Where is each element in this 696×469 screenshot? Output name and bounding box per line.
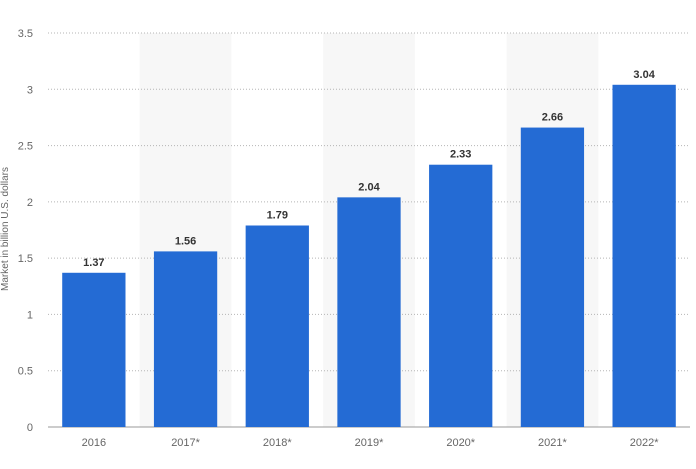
bar-value-label: 2.66 [542,112,563,124]
bar-value-label: 1.56 [175,235,196,247]
x-tick-label: 2016 [82,437,106,449]
x-tick-label: 2020* [446,437,475,449]
x-tick-label: 2018* [263,437,292,449]
bar [337,197,401,427]
x-tick-label: 2017* [171,437,200,449]
x-axis-tick-labels: 2016 2017* 2018* 2019* 2020* 2021* 2022* [82,437,660,449]
bars [62,84,676,428]
y-axis-title: Market in billion U.S. dollars [0,167,11,291]
bar [62,272,126,427]
x-tick-label: 2021* [538,437,567,449]
bar-value-label: 1.37 [83,257,104,269]
y-tick-label: 2 [27,197,33,209]
bar-value-label: 2.33 [450,149,471,161]
bar-value-label: 2.04 [358,181,380,193]
bar-value-label: 3.04 [633,69,655,81]
x-tick-label: 2022* [630,437,659,449]
y-tick-label: 1.5 [18,253,33,265]
y-tick-label: 1 [27,309,33,321]
y-axis-tick-labels: 0 0.5 1 1.5 2 2.5 3 3.5 [18,28,33,434]
y-tick-label: 0 [27,422,33,434]
bar-value-label: 1.79 [267,209,288,221]
x-tick-label: 2019* [355,437,384,449]
y-tick-label: 2.5 [18,141,33,153]
value-labels: 1.37 1.56 1.79 2.04 2.33 2.66 3.04 [83,69,656,269]
bar [245,225,309,427]
y-tick-label: 3.5 [18,28,33,40]
bar [520,127,585,427]
bar [429,164,493,428]
y-tick-label: 0.5 [18,366,33,378]
bar [612,84,676,427]
bar [153,251,218,427]
y-tick-label: 3 [27,84,33,96]
